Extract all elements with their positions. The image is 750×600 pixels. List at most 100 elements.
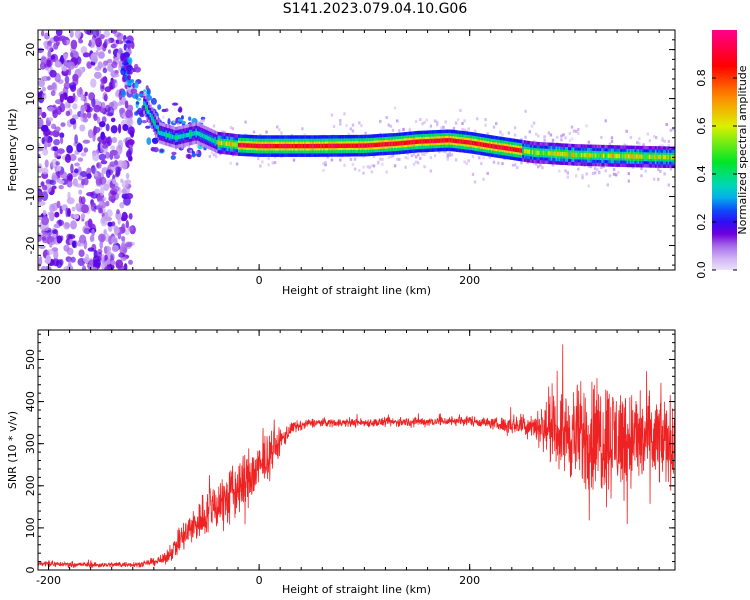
x-tick-label: -200 [36,574,61,587]
halo-cell [370,170,374,174]
noise-speckle [50,54,56,60]
ridge-cell [299,143,302,149]
ridge-cell [408,140,411,145]
ridge-cell [187,132,190,137]
halo-cell [532,121,536,125]
halo-cell [172,120,176,124]
halo-cell [446,155,449,159]
halo-cell [669,167,673,171]
noise-speckle [51,229,58,235]
ridge-cell [386,142,389,147]
ridge-cell [384,142,388,147]
halo-cell [549,133,553,137]
transition-speckle [136,93,144,97]
ridge-cell [424,139,427,144]
halo-cell [174,147,178,151]
halo-cell [558,169,561,173]
noise-speckle [115,259,124,269]
halo-cell [499,130,502,134]
halo-cell [673,144,675,148]
ridge-cell [144,104,148,109]
noise-speckle [83,147,89,153]
noise-speckle [108,49,111,54]
ridge-cell [354,143,358,148]
x-axis-label: Height of straight line (km) [282,284,431,297]
x-tick-label: -200 [36,274,61,287]
noise-speckle [91,228,95,237]
transition-speckle [152,138,158,142]
halo-cell [271,161,275,165]
halo-cell [259,133,262,137]
halo-cell [358,121,361,125]
noise-speckle [74,30,82,39]
halo-cell [608,174,612,178]
ridge-cell [268,143,271,149]
noise-speckle [38,142,41,148]
halo-cell [604,119,607,123]
halo-cell [570,137,574,141]
ridge-cell [195,130,198,136]
ridge-cell [337,143,340,148]
ridge-cell [508,146,511,151]
noise-speckle [46,235,55,243]
ridge-cell [576,152,579,158]
ridge-cell [471,140,474,146]
noise-speckle [83,227,90,234]
halo-cell [339,158,342,162]
noise-speckle [56,165,62,172]
noise-speckle [77,157,84,162]
ridge-cell [541,150,544,156]
ridge-cell [669,155,672,160]
noise-speckle [112,73,120,78]
noise-speckle [89,53,98,63]
ridge-cell [220,140,223,146]
ridge-cell [143,101,146,106]
noise-speckle [124,228,130,236]
ridge-cell [323,143,326,149]
ridge-cell [590,153,593,158]
ridge-cell [546,151,549,156]
halo-cell [608,142,612,146]
noise-speckle [58,219,62,227]
halo-cell [459,109,462,112]
ridge-cell [525,149,528,154]
noise-speckle [99,176,107,185]
ridge-cell [553,151,557,156]
noise-speckle [38,163,43,173]
ridge-cell [312,143,315,149]
noise-speckle [100,131,106,140]
noise-speckle [110,79,117,84]
halo-cell [551,138,555,142]
transition-speckle [146,137,152,146]
transition-speckle [130,79,135,83]
ridge-cell [328,143,331,149]
halo-cell [537,165,540,169]
ridge-cell [577,152,580,158]
noise-speckle [107,221,113,227]
noise-speckle [77,242,84,247]
noise-speckle [63,221,70,230]
noise-speckle [55,30,63,37]
halo-cell [419,156,422,160]
ridge-cell [181,134,184,139]
ridge-cell [269,143,272,149]
ridge-cell [383,142,386,147]
ridge-cell [626,154,629,159]
ridge-cell [593,153,596,158]
ridge-cell [530,149,533,155]
halo-cell [596,168,599,172]
ridge-cell [263,143,266,149]
ridge-cell [253,143,256,148]
ridge-cell [612,153,615,159]
noise-speckle [47,117,53,122]
noise-speckle [82,52,90,58]
ridge-cell [462,139,465,144]
ridge-cell [266,143,269,149]
noise-speckle [85,253,89,262]
transition-speckle [123,43,127,51]
x-tick-label: 200 [459,274,480,287]
noise-speckle [92,152,100,162]
noise-speckle [105,151,111,159]
noise-speckle [124,179,132,185]
transition-speckle [131,94,138,99]
